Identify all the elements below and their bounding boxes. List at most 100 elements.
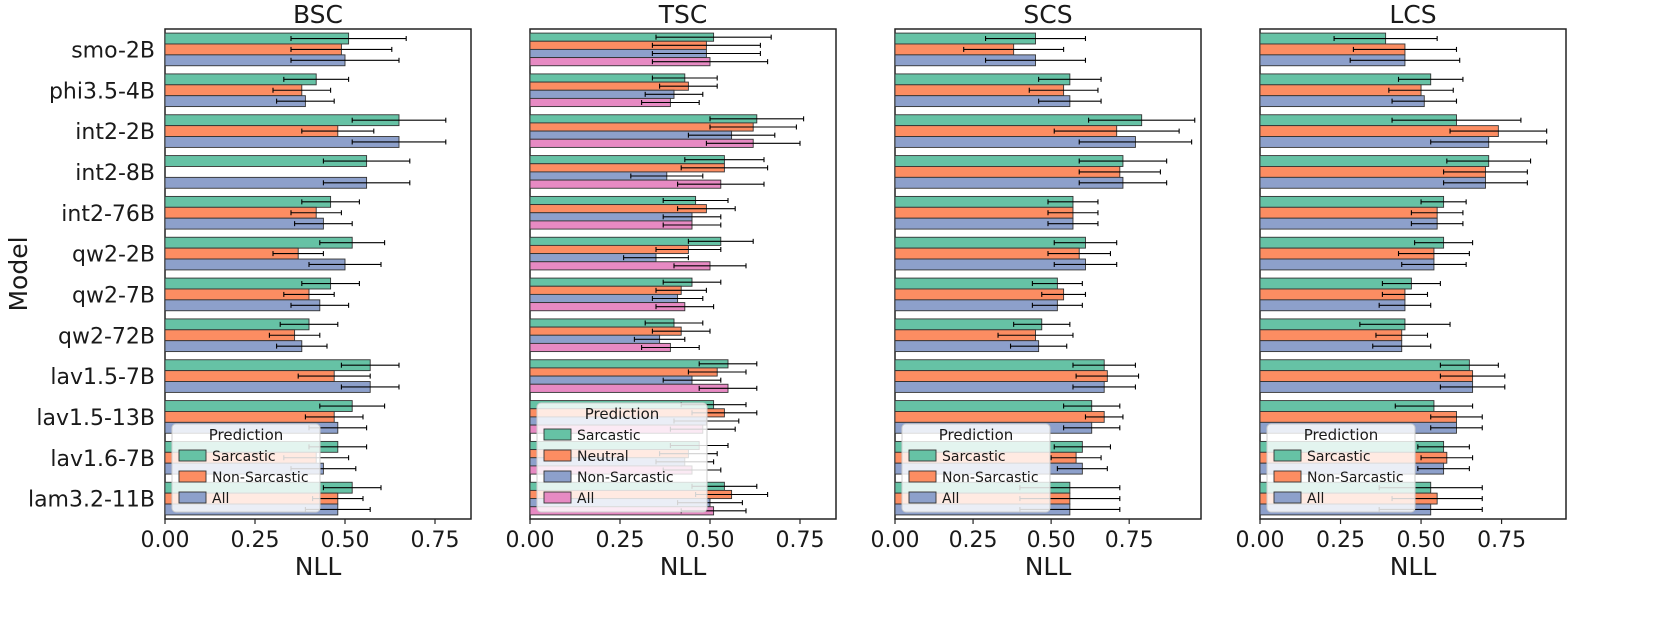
error-bar: [1375, 332, 1429, 338]
plot-frame: [894, 28, 1202, 520]
y-tick-label: phi3.5-4B: [49, 79, 155, 104]
error-bar: [662, 198, 729, 203]
x-axis-label: NLL: [295, 552, 342, 581]
error-bar: [1349, 57, 1461, 63]
error-bar: [651, 59, 769, 65]
legend-swatch: [1273, 491, 1302, 504]
bar-all-lav1.5-7B: [529, 383, 729, 393]
error-bar: [677, 181, 765, 187]
error-bar: [294, 221, 353, 227]
legend-title: Prediction: [1304, 426, 1379, 444]
error-bar: [687, 238, 754, 244]
bar-non-sarcastic-qw2-7B: [894, 288, 1065, 301]
bar-non-sarcastic-lav1.5-13B: [894, 411, 1105, 423]
y-tick-label: qw2-7B: [72, 283, 155, 308]
panel-title: SCS: [1023, 0, 1072, 29]
error-bar: [1381, 291, 1429, 297]
x-tick-label: 0.50: [686, 528, 735, 553]
y-tick-label: lav1.5-13B: [36, 406, 155, 431]
legend-entry: Sarcastic: [1307, 449, 1371, 465]
error-bar: [1009, 343, 1068, 349]
error-bar: [1439, 362, 1499, 368]
error-bar: [1078, 139, 1193, 145]
legend-swatch: [543, 491, 572, 504]
plot-frame: [529, 28, 837, 520]
bar-all-int2-76B: [894, 217, 1074, 230]
error-bar: [1041, 291, 1087, 297]
legend-entry: All: [942, 491, 959, 507]
error-bar: [644, 320, 704, 326]
error-bar: [698, 385, 758, 391]
y-tick-label: lav1.5-7B: [50, 365, 155, 390]
error-bar: [1072, 362, 1136, 368]
x-tick-label: 0.75: [1477, 528, 1526, 553]
legend-entry: Sarcastic: [942, 449, 1006, 465]
bar-sarcastic-lav1.5-7B: [1259, 359, 1470, 372]
legend-entry: Non-Sarcastic: [577, 470, 674, 486]
error-bar: [1359, 321, 1451, 327]
x-axis-label: NLL: [1390, 552, 1437, 581]
legend-swatch: [1273, 449, 1302, 462]
error-bar: [1401, 261, 1467, 267]
plot-frame: [164, 28, 472, 520]
error-bar: [1078, 169, 1161, 175]
error-bar: [1333, 36, 1438, 42]
error-bar: [322, 180, 411, 186]
error-bar: [709, 116, 805, 122]
error-bar: [687, 369, 747, 375]
error-bar: [276, 98, 335, 104]
error-bar: [1352, 46, 1458, 52]
error-bar: [322, 485, 382, 491]
error-bar: [1397, 76, 1464, 82]
y-tick-label: qw2-72B: [58, 324, 155, 349]
error-bar: [290, 302, 350, 308]
error-bar: [673, 263, 747, 269]
error-bar: [1391, 117, 1522, 123]
legend: Prediction Sarcastic Non-Sarcastic All: [901, 423, 1051, 513]
error-bar: [997, 332, 1074, 338]
x-tick-label: 0.50: [1027, 528, 1076, 553]
error-bar: [290, 36, 407, 42]
panel-title: TSC: [658, 0, 708, 29]
error-bar: [1050, 455, 1102, 461]
error-bar: [662, 279, 722, 285]
legend-entry: Non-Sarcastic: [942, 470, 1039, 486]
error-bar: [709, 124, 797, 130]
error-bar: [662, 214, 722, 220]
x-tick-label: 0.50: [321, 528, 370, 553]
bar-non-sarcastic-int2-76B: [1259, 206, 1438, 219]
error-bar: [351, 139, 447, 145]
error-bar: [623, 255, 689, 261]
error-bar: [283, 291, 335, 297]
panel-tsc: TSC 0.00 0.25 0.50 0.75 NLL Prediction Sarcasti…: [506, 0, 837, 581]
error-bar: [290, 46, 393, 52]
error-bar: [985, 36, 1087, 42]
error-bar: [1439, 384, 1506, 390]
error-bar: [290, 210, 342, 216]
legend-entry: Sarcastic: [212, 449, 276, 465]
error-bar: [1047, 210, 1099, 216]
legend-swatch: [178, 470, 207, 483]
x-tick-label: 0.75: [1105, 528, 1154, 553]
legend-swatch: [908, 470, 937, 483]
error-bar: [698, 361, 758, 367]
error-bar: [308, 261, 382, 267]
error-bar: [1420, 455, 1474, 461]
error-bar: [290, 57, 400, 63]
y-tick-label: int2-8B: [75, 161, 155, 186]
error-bar: [662, 377, 722, 383]
error-bar: [1078, 180, 1168, 186]
legend-swatch: [178, 491, 207, 504]
bar-sarcastic-lav1.5-13B: [894, 400, 1093, 412]
error-bar: [1449, 128, 1548, 134]
error-bar: [1028, 87, 1099, 93]
error-bar: [644, 91, 704, 97]
legend-swatch: [543, 428, 572, 441]
error-bar: [272, 87, 332, 93]
y-axis-label: Model: [4, 236, 33, 311]
legend-title: Prediction: [585, 405, 660, 423]
error-bar: [1063, 403, 1121, 409]
error-bar: [641, 100, 700, 105]
error-bar: [1410, 210, 1464, 216]
